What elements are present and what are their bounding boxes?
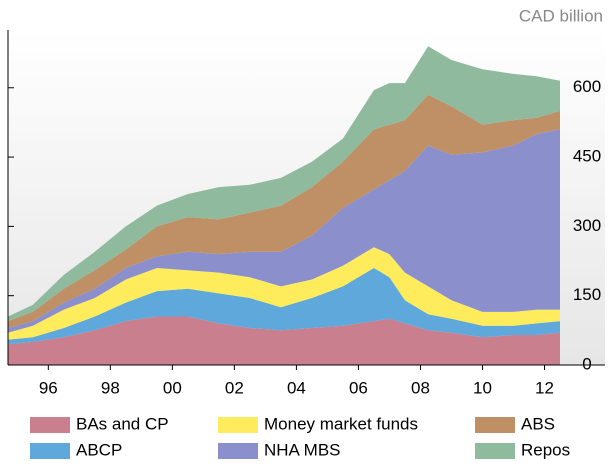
area	[8, 46, 560, 322]
x-tick-label: 08	[411, 378, 430, 397]
y-tick-label: 0	[582, 354, 591, 373]
area	[8, 129, 560, 333]
legend-label: BAs and CP	[76, 414, 169, 433]
x-tick-label: 02	[225, 378, 244, 397]
area	[8, 268, 560, 345]
y-tick-label: 150	[573, 285, 601, 304]
legend-label: Money market funds	[264, 414, 418, 433]
x-tick-label: 98	[101, 378, 120, 397]
y-tick-label: 600	[573, 77, 601, 96]
legend-swatch	[475, 417, 515, 433]
area	[8, 316, 560, 365]
legend-swatch	[475, 443, 515, 459]
x-tick-label: 06	[349, 378, 368, 397]
x-tick-label: 04	[287, 378, 306, 397]
x-tick-label: 12	[535, 378, 554, 397]
y-tick-label: 300	[573, 216, 601, 235]
x-tick-label: 10	[473, 378, 492, 397]
x-tick-label: 00	[163, 378, 182, 397]
legend-label: ABCP	[76, 440, 122, 459]
legend-swatch	[218, 443, 258, 459]
legend-swatch	[30, 417, 70, 433]
legend-label: NHA MBS	[264, 440, 341, 459]
area	[8, 94, 560, 328]
unit-label: CAD billion	[519, 6, 603, 25]
x-tick-label: 96	[39, 378, 58, 397]
legend-label: ABS	[521, 414, 555, 433]
y-tick-label: 450	[573, 147, 601, 166]
area	[8, 247, 560, 340]
legend-label: Repos	[521, 440, 570, 459]
legend-swatch	[30, 443, 70, 459]
legend-swatch	[218, 417, 258, 433]
